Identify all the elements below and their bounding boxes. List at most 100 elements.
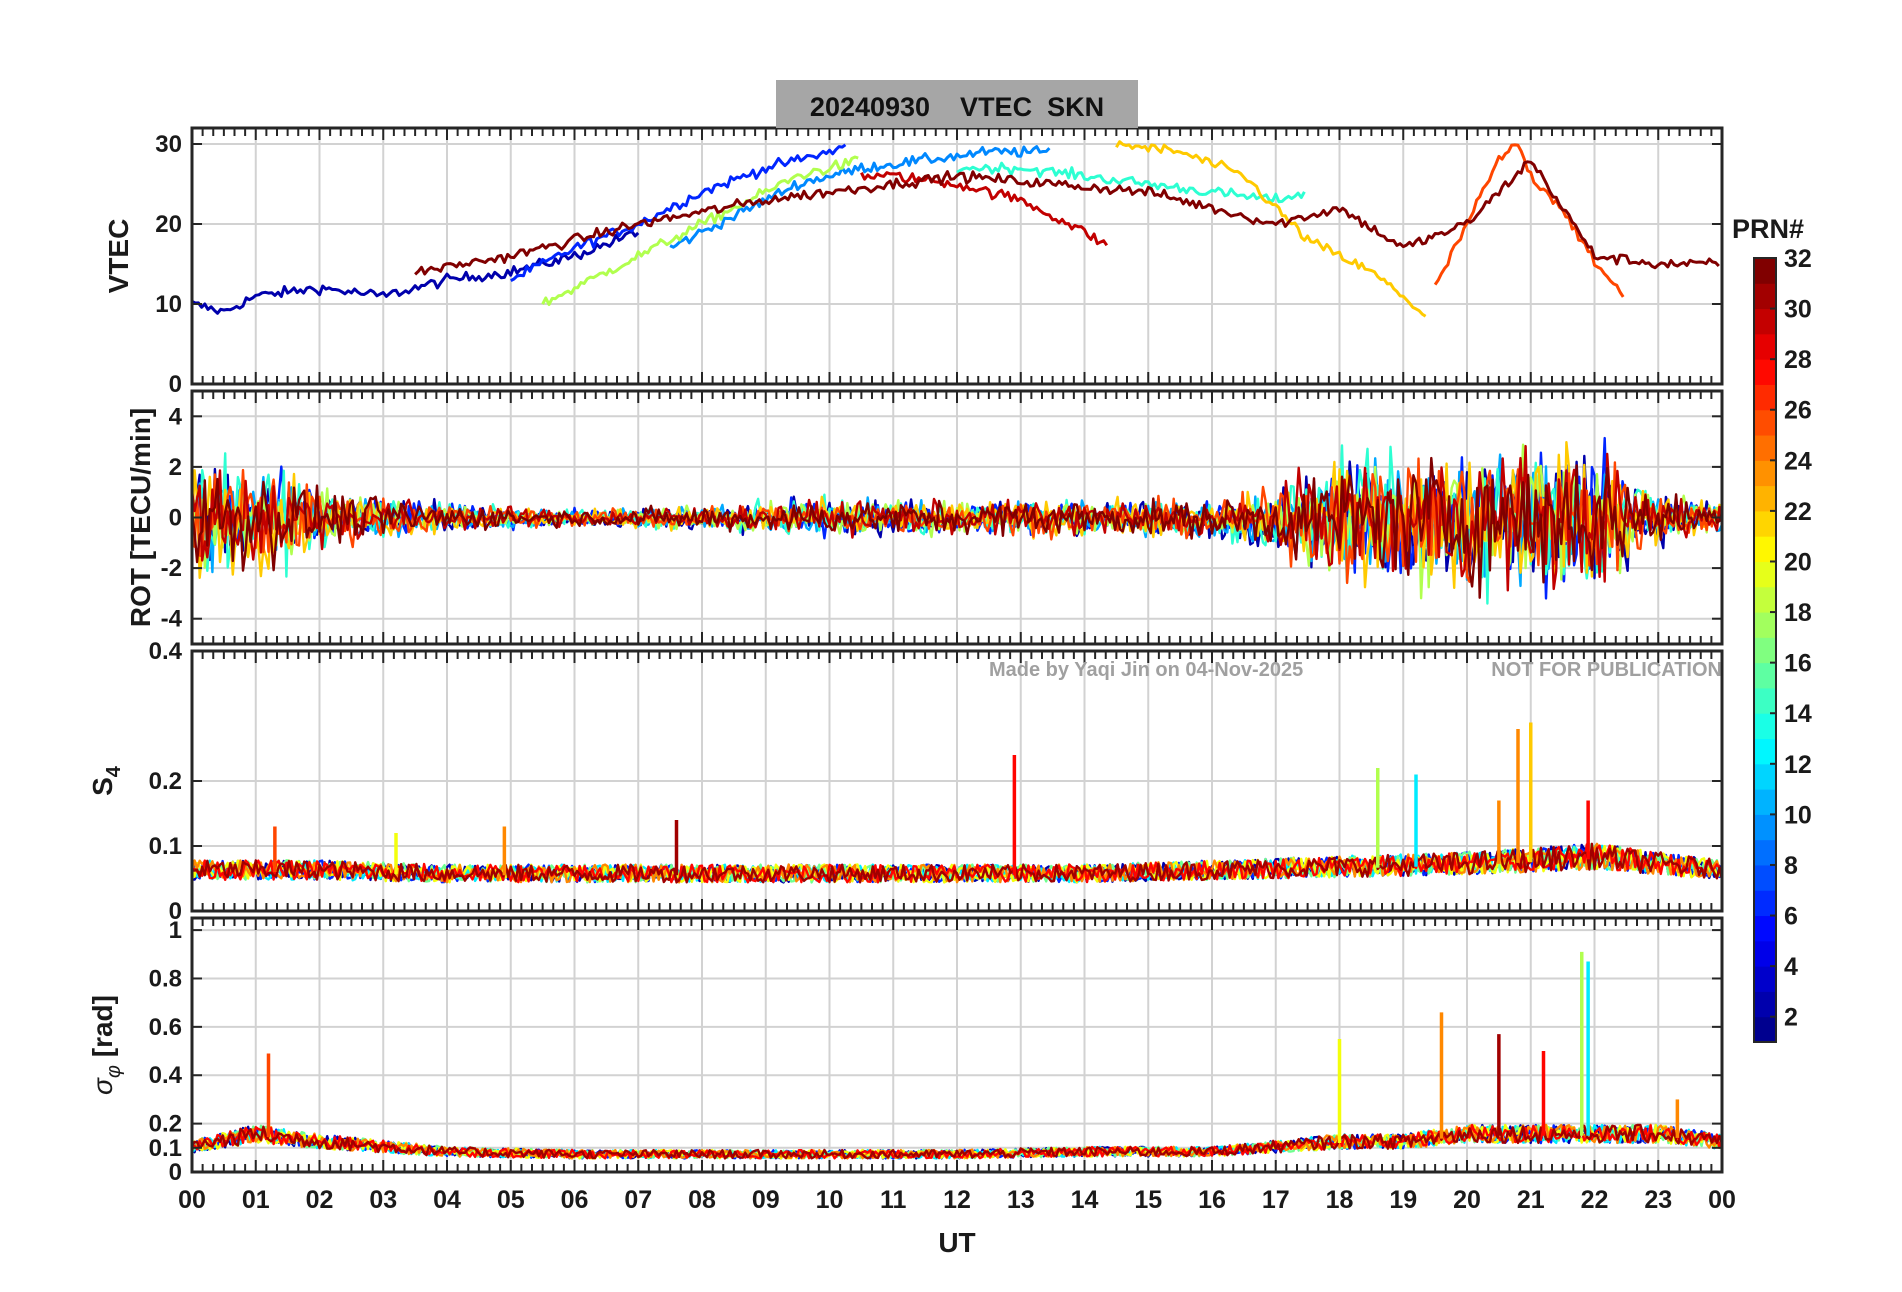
- x-tick-label: 00: [178, 1186, 206, 1214]
- panel-rot: -4 -2 0 2 4 ROT [TECU/min]: [125, 389, 1724, 646]
- traces-sigma_phi: [192, 951, 1722, 1160]
- y-tick-label: 30: [155, 131, 182, 158]
- y-tick-label: 0.1: [149, 833, 182, 860]
- traces-s4: [192, 722, 1722, 884]
- sigma_phi-trace-prn-31: [192, 1123, 1722, 1160]
- y-tick-label: 0: [169, 1159, 182, 1186]
- colorbar-segment: [1754, 460, 1776, 487]
- colorbar-tick-label: 14: [1784, 700, 1812, 728]
- x-tick-label: 16: [1198, 1186, 1226, 1214]
- colorbar-frame: [1753, 257, 1777, 1043]
- vtec-trace-prn-2: [192, 230, 640, 315]
- traces-rot: [192, 436, 1722, 605]
- traces-vtec: [192, 140, 1720, 318]
- colorbar-segment: [1754, 308, 1776, 335]
- y-axis-label-vtec: VTEC: [103, 219, 134, 294]
- y-tick-label: 0.6: [149, 1014, 182, 1041]
- x-tick-labels: 00 01 02 03 04 05 06 07 08 09 10 11 12 13 14 15 16 17 18 19…: [178, 1186, 1736, 1214]
- x-axis-label: UT: [938, 1227, 975, 1258]
- colorbar-segment: [1754, 586, 1776, 613]
- x-tick-label: 12: [943, 1186, 971, 1214]
- x-tick-label: 17: [1262, 1186, 1290, 1214]
- colorbar-segment: [1754, 409, 1776, 436]
- y-tick-label: 0.4: [149, 1062, 183, 1089]
- colorbar-segment: [1754, 384, 1776, 411]
- x-tick-label: 20: [1453, 1186, 1481, 1214]
- vtec-trace-prn-9: [669, 145, 1051, 249]
- x-tick-label: 05: [497, 1186, 525, 1214]
- colorbar-title: PRN#: [1732, 214, 1804, 244]
- vtec-trace-prn-6: [510, 143, 847, 283]
- x-tick-label: 07: [624, 1186, 652, 1214]
- colorbar-tick-label: 32: [1784, 245, 1812, 273]
- grid-vtec: [191, 128, 1723, 385]
- colorbar-segment: [1754, 763, 1776, 790]
- y-tick-label: 0.8: [149, 965, 182, 992]
- rot-trace-prn-32: [192, 456, 1722, 599]
- y-tick-label: 0: [169, 898, 182, 925]
- colorbar-segment: [1754, 890, 1776, 917]
- y-tick-label: 0: [169, 505, 182, 532]
- s4-trace-prn-24: [192, 842, 1722, 884]
- x-tick-label: 02: [306, 1186, 334, 1214]
- vtec-trace-prn-18: [541, 155, 859, 306]
- watermark-author: Made by Yaqi Jin on 04-Nov-2025: [989, 659, 1303, 681]
- colorbar-segment: [1754, 738, 1776, 765]
- colorbar-tick-label: 28: [1784, 346, 1812, 374]
- colorbar-segment: [1754, 637, 1776, 664]
- x-tick-label: 21: [1517, 1186, 1545, 1214]
- y-tick-label: 0.1: [149, 1135, 182, 1162]
- x-tick-label: 06: [561, 1186, 589, 1214]
- colorbar-segment: [1754, 510, 1776, 537]
- vtec-trace-prn-14: [956, 161, 1306, 204]
- x-tick-label: 15: [1134, 1186, 1162, 1214]
- colorbar-tick-label: 4: [1784, 953, 1798, 981]
- colorbar-segment: [1754, 536, 1776, 562]
- colorbar-tick-label: 20: [1784, 548, 1812, 576]
- colorbar-tick-label: 2: [1784, 1004, 1798, 1032]
- y-tick-label: -2: [161, 555, 182, 582]
- y-tick-label: 0: [169, 371, 182, 398]
- watermark-notice: NOT FOR PUBLICATION: [1491, 659, 1722, 681]
- vtec-trace-prn-22: [1115, 140, 1427, 318]
- x-tick-label: 00: [1708, 1186, 1736, 1214]
- x-tick-label: 04: [433, 1186, 461, 1214]
- colorbar-tick-label: 24: [1784, 447, 1812, 475]
- panel-s4: 0 0.1 0.2 0.4 S4: [87, 638, 1724, 925]
- y-axis-label-sigma-phi: σφ [rad]: [87, 995, 125, 1095]
- x-tick-label: 09: [752, 1186, 780, 1214]
- vtec-trace-prn-32: [414, 160, 1720, 276]
- colorbar-tick-label: 6: [1784, 903, 1798, 931]
- x-tick-label: 18: [1326, 1186, 1354, 1214]
- vtec-trace-prn-30: [860, 171, 1109, 247]
- x-tick-label: 01: [242, 1186, 270, 1214]
- y-tick-label: 0.2: [149, 1111, 182, 1138]
- y-tick-label: 10: [155, 291, 182, 318]
- panel-sigma_phi: 00.10.2 0.4 0.6 0.8 1 σφ [rad]: [87, 916, 1724, 1186]
- colorbar-tick-label: 30: [1784, 296, 1812, 324]
- x-tick-label: 13: [1007, 1186, 1035, 1214]
- colorbar-tick-label: 16: [1784, 650, 1812, 678]
- colorbar-segment: [1754, 561, 1776, 588]
- y-tick-label: 0.4: [149, 638, 183, 665]
- colorbar-segment: [1754, 687, 1776, 714]
- title-box: [776, 80, 1138, 128]
- y-tick-label: 4: [169, 403, 183, 430]
- x-tick-label: 08: [688, 1186, 716, 1214]
- colorbar-tick-label: 12: [1784, 751, 1812, 779]
- colorbar-segment: [1754, 258, 1776, 284]
- y-tick-label: 0.2: [149, 768, 182, 795]
- y-axis-label-s4: S4: [87, 765, 125, 796]
- colorbar-segment: [1754, 991, 1776, 1018]
- x-tick-label: 11: [880, 1186, 907, 1214]
- colorbar-segment: [1754, 713, 1776, 740]
- colorbar-tick-label: 8: [1784, 852, 1798, 880]
- s4-trace-prn-31: [192, 842, 1722, 884]
- colorbar-segment: [1754, 940, 1776, 967]
- colorbar-segment: [1754, 662, 1776, 689]
- panel-vtec: 0 10 20 30 VTEC: [103, 126, 1724, 398]
- y-tick-label: -4: [161, 606, 183, 633]
- colorbar-segment: [1754, 839, 1776, 866]
